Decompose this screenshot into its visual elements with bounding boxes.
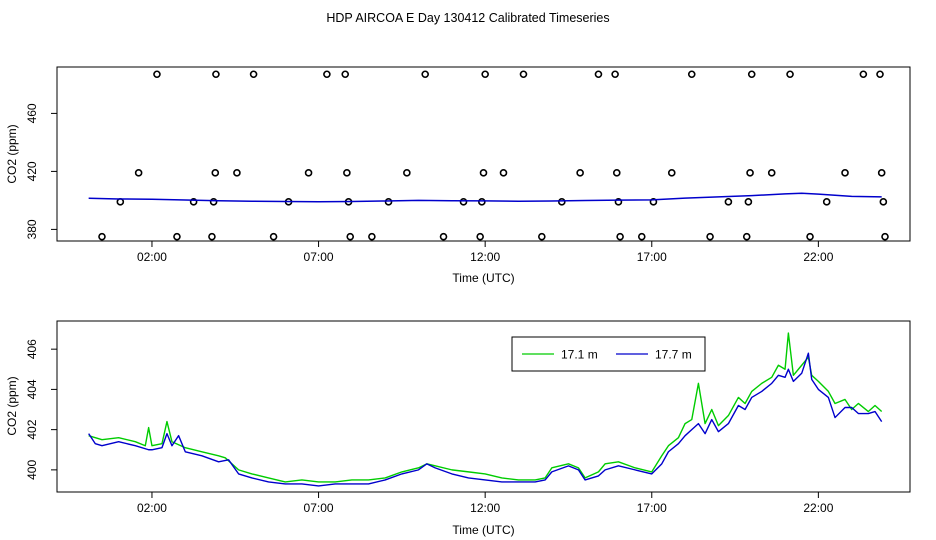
data-point (558, 198, 566, 206)
data-point (208, 232, 216, 241)
series-line-2 (88, 352, 883, 487)
series-line-1 (88, 332, 883, 483)
plot-area (88, 332, 883, 487)
x-axis: 02:00 07:00 12:00 17:00 22:00 (137, 492, 834, 515)
legend-label-series-1: 17.1 m (561, 348, 598, 362)
data-point (538, 232, 546, 241)
y-tick-label: 404 (25, 379, 39, 399)
data-point (611, 70, 619, 79)
data-point (767, 169, 776, 177)
x-axis-label: Time (UTC) (452, 523, 514, 537)
timeseries-panel-calibrated: 02:00 07:00 12:00 17:00 22:00 380 420 460 Time… (5, 66, 911, 285)
y-tick-label: 406 (25, 339, 39, 359)
x-tick-label: 17:00 (637, 501, 667, 515)
data-point (403, 169, 411, 177)
data-point (612, 169, 621, 177)
x-tick-label: 07:00 (304, 501, 334, 515)
data-point (368, 232, 376, 241)
data-point (706, 232, 714, 241)
x-tick-label: 12:00 (470, 250, 500, 264)
series-line (88, 192, 882, 203)
data-point (209, 198, 218, 206)
data-point (687, 70, 696, 79)
data-point (341, 70, 350, 79)
data-point (806, 232, 814, 241)
data-point (859, 70, 868, 79)
data-point (519, 70, 528, 79)
data-point (667, 169, 676, 177)
data-point (747, 70, 756, 79)
legend: 17.1 m 17.7 m (511, 336, 706, 372)
data-point (384, 198, 393, 206)
plot-frame (56, 320, 911, 493)
plot-area (88, 70, 889, 241)
data-point (421, 70, 429, 79)
data-point (876, 70, 884, 79)
data-point (742, 232, 751, 241)
y-tick-label: 420 (25, 161, 39, 181)
data-point (649, 198, 658, 206)
data-point (212, 70, 220, 79)
data-point (576, 169, 584, 177)
data-point (116, 198, 125, 206)
data-point (481, 70, 489, 79)
data-point (879, 198, 888, 206)
data-point (173, 232, 181, 241)
data-point (189, 198, 198, 206)
x-tick-label: 22:00 (803, 501, 833, 515)
data-point (269, 232, 278, 241)
timeseries-panel-heights: 02:00 07:00 12:00 17:00 22:00 400 402 404 406 T… (5, 320, 911, 537)
y-axis: 400 402 404 406 (25, 339, 57, 480)
data-point (304, 169, 313, 177)
y-axis-label: CO2 (ppm) (5, 124, 19, 183)
data-point (594, 70, 603, 79)
data-point (98, 232, 106, 241)
data-point (346, 232, 355, 241)
data-point (841, 169, 849, 177)
data-point (616, 232, 624, 241)
y-tick-label: 380 (25, 219, 39, 239)
data-point (323, 70, 331, 79)
data-point (459, 198, 468, 206)
x-tick-label: 07:00 (304, 250, 334, 264)
data-point (786, 70, 794, 79)
data-point (479, 169, 488, 177)
data-point (499, 169, 508, 177)
data-point (478, 198, 486, 206)
data-point (614, 198, 623, 206)
data-point (249, 70, 258, 79)
data-point (724, 198, 733, 206)
data-point (439, 232, 448, 241)
x-tick-label: 17:00 (637, 250, 667, 264)
x-tick-label: 02:00 (137, 250, 167, 264)
data-point (744, 198, 753, 206)
data-point (211, 169, 220, 177)
y-tick-label: 400 (25, 460, 39, 480)
data-point (476, 232, 484, 241)
y-axis-label: CO2 (ppm) (5, 376, 19, 435)
y-axis: 380 420 460 (25, 103, 57, 239)
data-point (233, 169, 241, 177)
data-point (822, 198, 831, 206)
y-tick-label: 402 (25, 419, 39, 439)
x-tick-label: 12:00 (470, 501, 500, 515)
data-point (637, 232, 646, 241)
x-tick-label: 02:00 (137, 501, 167, 515)
x-tick-label: 22:00 (803, 250, 833, 264)
data-point (153, 70, 161, 79)
data-point (343, 169, 351, 177)
chart-title: HDP AIRCOA E Day 130412 Calibrated Times… (326, 11, 609, 25)
legend-label-series-2: 17.7 m (655, 348, 692, 362)
x-axis: 02:00 07:00 12:00 17:00 22:00 (137, 241, 834, 264)
data-point (134, 169, 143, 177)
x-axis-label: Time (UTC) (452, 271, 514, 285)
data-point (877, 169, 886, 177)
data-point (881, 232, 889, 241)
y-tick-label: 460 (25, 103, 39, 123)
plot-frame (56, 66, 911, 242)
data-point (746, 169, 754, 177)
